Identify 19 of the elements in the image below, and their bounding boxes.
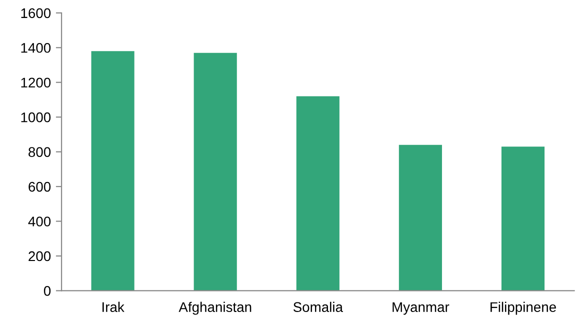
x-tick-label: Somalia xyxy=(293,302,343,312)
y-tick-label: 600 xyxy=(28,182,51,192)
x-tick-label: Irak xyxy=(102,302,124,312)
y-tick-label: 1200 xyxy=(21,78,51,88)
x-tick-label: Myanmar xyxy=(392,302,450,315)
x-tick-label: Filippinene xyxy=(490,302,556,315)
y-tick-label: 200 xyxy=(28,251,51,262)
bar xyxy=(91,51,134,291)
x-tick-label: Afghanistan xyxy=(178,302,252,315)
y-tick-label: 800 xyxy=(28,147,51,157)
bar xyxy=(194,52,237,291)
bar xyxy=(398,144,442,291)
bar xyxy=(501,146,545,291)
y-tick-label: 1000 xyxy=(21,112,51,122)
y-tick-label: 1400 xyxy=(21,42,51,53)
y-tick-label: 0 xyxy=(44,286,51,296)
y-tick-label: 400 xyxy=(28,216,51,226)
bar xyxy=(296,96,340,291)
y-tick-label: 1600 xyxy=(21,8,51,18)
